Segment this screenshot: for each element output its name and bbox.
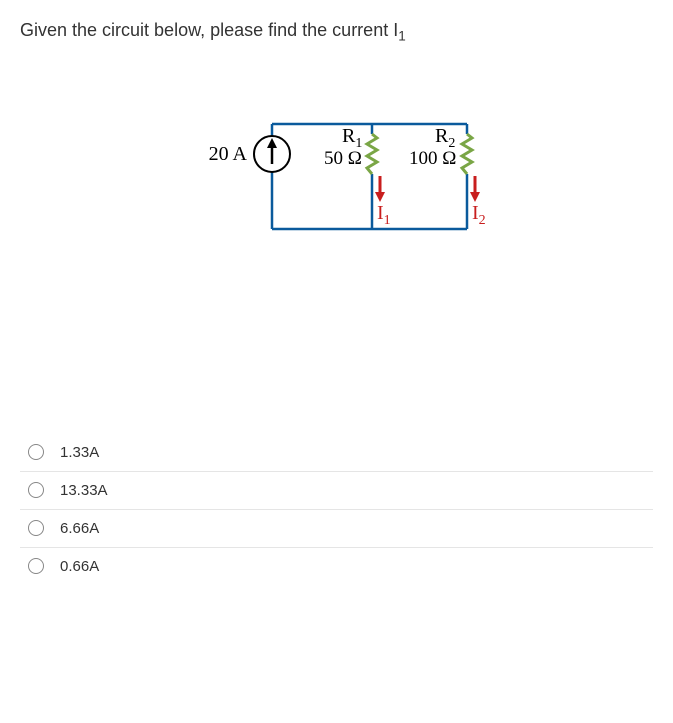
current-source-icon (254, 136, 290, 172)
resistor-r2-icon (462, 134, 472, 174)
option-label: 1.33A (60, 444, 99, 461)
source-label: 20 A (208, 143, 247, 165)
option-label: 0.66A (60, 558, 99, 575)
option-label: 6.66A (60, 520, 99, 537)
current-i2-arrow (470, 176, 480, 202)
option-label: 13.33A (60, 482, 108, 499)
option-3[interactable]: 0.66A (20, 548, 653, 585)
radio-icon (28, 558, 44, 574)
radio-icon (28, 444, 44, 460)
circuit-diagram: 20 A R1 50 Ω R2 100 Ω I1 I2 (20, 104, 653, 254)
question-subscript: 1 (398, 29, 406, 44)
i2-label: I2 (472, 202, 486, 228)
r2-value: 100 Ω (409, 148, 456, 169)
circuit-svg: 20 A R1 50 Ω R2 100 Ω I1 I2 (177, 104, 497, 254)
option-2[interactable]: 6.66A (20, 510, 653, 548)
answer-options: 1.33A 13.33A 6.66A 0.66A (20, 434, 653, 585)
i1-label: I1 (377, 202, 391, 228)
resistor-r1-icon (367, 134, 377, 174)
question-text: Given the circuit below, please find the… (20, 20, 653, 44)
current-i1-arrow (375, 176, 385, 202)
option-1[interactable]: 13.33A (20, 472, 653, 510)
question-prefix: Given the circuit below, please find the… (20, 20, 398, 40)
radio-icon (28, 482, 44, 498)
radio-icon (28, 520, 44, 536)
option-0[interactable]: 1.33A (20, 434, 653, 472)
r1-value: 50 Ω (324, 148, 362, 169)
